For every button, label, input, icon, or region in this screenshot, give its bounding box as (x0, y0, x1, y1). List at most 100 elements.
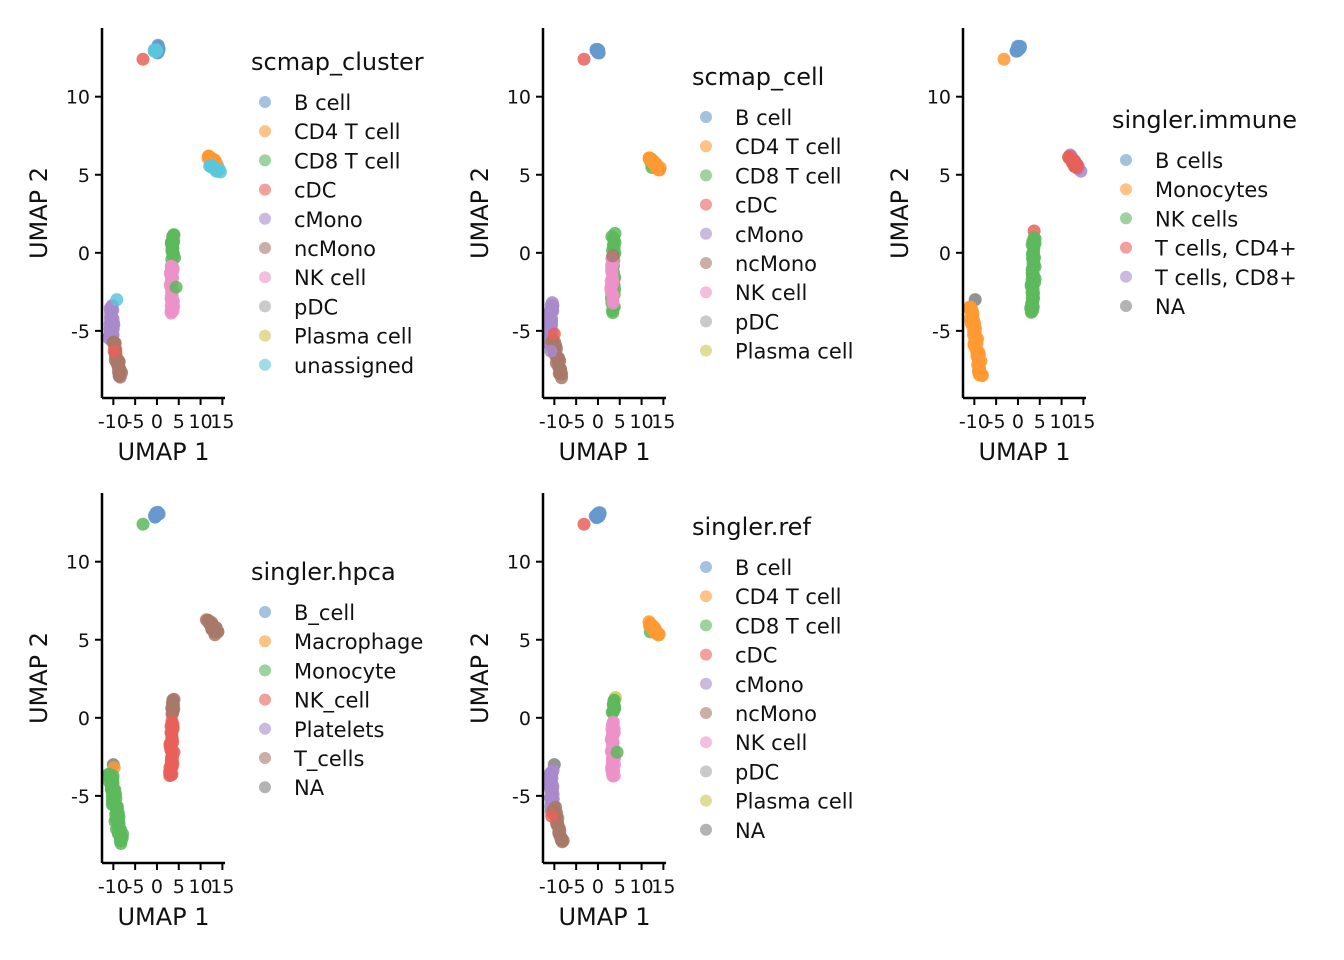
legend-marker (700, 227, 712, 240)
legend-entry-label: cDC (735, 644, 777, 668)
points (962, 39, 1088, 383)
legend-entry-label: CD4 T cell (294, 120, 401, 144)
legend-marker (259, 358, 271, 371)
x-axis-label: UMAP 1 (558, 903, 650, 931)
legend-entry-label: T_cells (293, 747, 364, 772)
data-point (591, 45, 605, 59)
legend-entry-label: NK cell (735, 281, 807, 305)
y-tick-label: -5 (512, 786, 531, 808)
x-tick-label: 10 (188, 876, 212, 898)
data-point (136, 517, 150, 531)
x-tick-label: 0 (592, 411, 604, 433)
legend-entry-label: NA (735, 819, 766, 843)
y-tick-label: 5 (519, 630, 531, 652)
legend-entry-label: Macrophage (294, 630, 423, 654)
y-tick-label: 10 (507, 552, 531, 574)
points (101, 505, 225, 850)
x-tick-label: 15 (210, 411, 234, 433)
legend-marker (259, 154, 271, 167)
legend-entry-label: ncMono (735, 252, 817, 276)
x-tick-label: 10 (188, 411, 212, 433)
x-tick-label: -5 (567, 411, 586, 433)
legend: singler.ref B cell CD4 T cell CD8 T cell cDC… (692, 513, 853, 843)
data-point (213, 165, 227, 179)
data-point (577, 52, 591, 66)
legend-entry-label: unassigned (294, 354, 414, 378)
data-point (163, 769, 177, 782)
x-tick-label: 0 (151, 876, 163, 898)
data-point (164, 306, 178, 320)
legend-entry-label: NA (1155, 295, 1186, 319)
data-point (150, 44, 164, 58)
legend-entry-label: Plasma cell (735, 790, 853, 814)
legend-entry-label: cDC (735, 194, 777, 218)
y-axis-label: UMAP 2 (25, 167, 53, 259)
data-point (555, 371, 569, 385)
points (101, 38, 227, 384)
data-point (605, 705, 619, 719)
legend-entry-label: pDC (294, 295, 338, 319)
legend-marker (700, 590, 712, 603)
x-tick-label: 0 (151, 411, 163, 433)
data-point (591, 506, 605, 520)
legend: singler.immune B cells Monocytes NK cells T … (1112, 106, 1297, 319)
legend-marker (259, 781, 271, 794)
legend-marker (700, 111, 712, 123)
y-tick-label: 5 (939, 165, 951, 187)
legend-entry-label: NK cell (735, 731, 807, 755)
points (543, 506, 666, 849)
legend-entry-label: Plasma cell (735, 340, 853, 364)
data-point (544, 344, 558, 358)
legend-entry-label: CD8 T cell (294, 149, 401, 173)
data-point (114, 837, 128, 850)
legend-entry-label: CD8 T cell (735, 614, 842, 638)
y-axis-label: UMAP 2 (25, 632, 53, 724)
legend-entry-label: B cell (294, 91, 351, 115)
x-tick-label: -10 (539, 411, 570, 433)
legend-entry-label: pDC (735, 760, 779, 784)
y-tick-label: 5 (78, 165, 90, 187)
data-point (652, 627, 666, 641)
legend-marker (700, 677, 712, 690)
x-tick-label: 10 (1049, 411, 1073, 433)
data-point (975, 368, 989, 382)
legend-entry-label: NK_cell (294, 689, 370, 714)
y-tick-label: -5 (512, 321, 531, 343)
x-tick-label: -5 (126, 411, 145, 433)
y-axis-label: UMAP 2 (886, 167, 914, 259)
legend-entry-label: CD4 T cell (735, 585, 842, 609)
x-tick-label: -10 (959, 411, 990, 433)
x-tick-label: 5 (173, 876, 185, 898)
legend-marker (1120, 212, 1132, 225)
legend-marker (700, 561, 712, 573)
x-axis-label: UMAP 1 (117, 438, 209, 466)
x-tick-label: -5 (126, 876, 145, 898)
data-point (169, 280, 183, 294)
x-tick-label: -5 (987, 411, 1006, 433)
legend-marker (700, 286, 712, 299)
legend-entry-label: Monocyte (294, 659, 396, 683)
data-point (1012, 40, 1026, 54)
x-tick-label: 15 (1071, 411, 1095, 433)
data-point (1070, 161, 1084, 175)
legend-marker (259, 329, 271, 342)
legend-marker (700, 198, 712, 211)
legend-marker (1120, 154, 1132, 166)
y-axis-label: UMAP 2 (466, 167, 494, 259)
data-point (545, 809, 559, 823)
x-axis-label: UMAP 1 (978, 438, 1070, 466)
legend-entry-label: B_cell (294, 601, 355, 626)
legend-marker (700, 736, 712, 749)
legend-marker (259, 300, 271, 313)
data-point (610, 745, 624, 759)
legend-marker (700, 794, 712, 807)
x-axis-label: UMAP 1 (117, 903, 209, 931)
y-tick-label: 10 (66, 87, 90, 109)
data-point (555, 835, 569, 849)
data-point (113, 370, 127, 384)
legend-marker (1120, 270, 1132, 283)
